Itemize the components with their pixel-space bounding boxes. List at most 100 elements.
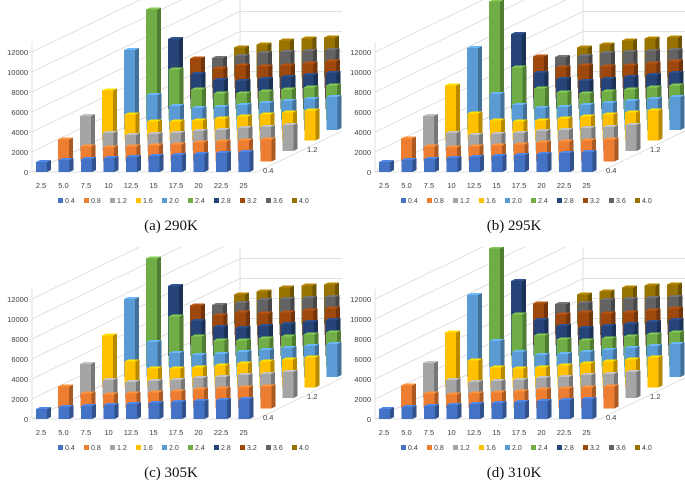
bar-top: [234, 301, 250, 303]
bar-side: [69, 158, 74, 172]
y-tick-label: 6000: [354, 355, 371, 364]
bar-side: [91, 362, 95, 398]
bar-top: [667, 295, 683, 297]
bar-top: [168, 314, 184, 317]
bar: [81, 157, 96, 172]
bar-top: [556, 324, 571, 326]
bar-top: [556, 77, 571, 79]
bar-front: [468, 135, 479, 151]
bar-front: [424, 406, 435, 419]
legend-swatch: [453, 198, 458, 203]
bar-top: [511, 312, 527, 315]
bar-top: [259, 112, 275, 115]
bar-top: [581, 385, 596, 388]
bar-top: [214, 352, 229, 354]
bar-front: [559, 400, 570, 419]
bar-front: [445, 133, 457, 151]
bar-top: [302, 61, 318, 64]
legend-swatch: [505, 445, 510, 450]
bar-front: [379, 162, 390, 172]
bar-top: [533, 54, 548, 57]
bar-top: [80, 144, 96, 147]
bar-front: [491, 145, 502, 162]
bar-side: [47, 160, 51, 172]
bar-top: [623, 63, 638, 66]
bar-front: [80, 116, 91, 151]
bar-front: [80, 146, 92, 162]
bar-top: [580, 361, 595, 364]
depth-tick-label: 0.4: [263, 413, 273, 422]
legend-swatch: [214, 445, 219, 450]
bar: [514, 153, 529, 172]
legend-swatch: [531, 198, 536, 203]
bar-top: [579, 103, 595, 105]
bar-top: [624, 99, 640, 101]
legend-label: 2.0: [512, 198, 522, 205]
bar-side: [412, 405, 417, 419]
legend: 0.4 0.8 1.2 1.6 2.0 2.4 2.8 3.2 3.6 4.0: [401, 445, 652, 452]
bar-front: [103, 394, 114, 409]
bar-top: [281, 87, 296, 90]
bar-front: [603, 139, 615, 162]
bar-top: [467, 111, 483, 114]
bar-side: [502, 401, 507, 419]
legend-label: 2.4: [538, 198, 548, 205]
legend-label: 3.2: [590, 198, 600, 205]
bar-top: [303, 85, 319, 88]
legend-label: 4.0: [642, 198, 652, 205]
bar-front: [238, 399, 250, 419]
bar-front: [80, 364, 91, 398]
bar-front: [491, 392, 502, 409]
legend-swatch: [240, 445, 245, 450]
bar-front: [81, 406, 92, 419]
bar-top: [80, 362, 95, 364]
bar-front: [80, 393, 92, 409]
bar-top: [281, 346, 297, 348]
bar-top: [601, 77, 616, 79]
bar-front: [513, 133, 524, 151]
x-tick-label: 17.5: [169, 181, 184, 190]
bar-front: [103, 158, 115, 172]
bar-top: [468, 380, 483, 382]
bar-top: [577, 292, 592, 295]
y-tick-label: 8000: [354, 88, 371, 97]
bar-top: [512, 366, 528, 369]
bar: [304, 108, 320, 141]
bar-front: [125, 146, 137, 162]
bar-side: [337, 95, 342, 130]
chart-panel-c: 0 2000 4000 6000 8000 10000 12000 2.5 5.0 7.5 10 12…: [0, 247, 342, 494]
bar-top: [379, 160, 394, 162]
legend-swatch: [58, 445, 63, 450]
bar-top: [602, 101, 617, 103]
legend-swatch: [531, 445, 536, 450]
bar-side: [137, 155, 141, 172]
bar-top: [282, 123, 298, 125]
y-tick-label: 0: [24, 415, 28, 424]
bar-top: [558, 128, 573, 130]
gridline-side: [374, 247, 525, 320]
x-tick-labels: 2.5 5.0 7.5 10 12.5 15 17.5 20 22.5 25: [36, 181, 248, 190]
bar: [126, 155, 141, 172]
bar: [103, 156, 119, 172]
legend-label: 2.8: [564, 445, 574, 452]
bar-top: [260, 137, 276, 140]
bar-top: [281, 334, 296, 337]
x-tick-label: 7.5: [81, 181, 91, 190]
bar-top: [578, 310, 593, 313]
bar-front: [124, 50, 135, 130]
bar-top: [304, 355, 320, 358]
bar-top: [489, 339, 505, 341]
bar: [193, 152, 209, 172]
chart-caption: (c) 305K: [144, 465, 198, 481]
x-tick-labels: 2.5 5.0 7.5 10 12.5 15 17.5 20 22.5 25: [379, 428, 591, 437]
bar-top: [423, 391, 439, 394]
legend-swatch: [557, 198, 562, 203]
bar-top: [424, 404, 439, 406]
bar-front: [170, 380, 181, 398]
bar-front: [36, 409, 47, 419]
bar-top: [647, 355, 663, 358]
bar: [58, 137, 73, 162]
y-tick-label: 2000: [354, 395, 371, 404]
bar-side: [658, 108, 663, 141]
bar-top: [557, 363, 573, 366]
